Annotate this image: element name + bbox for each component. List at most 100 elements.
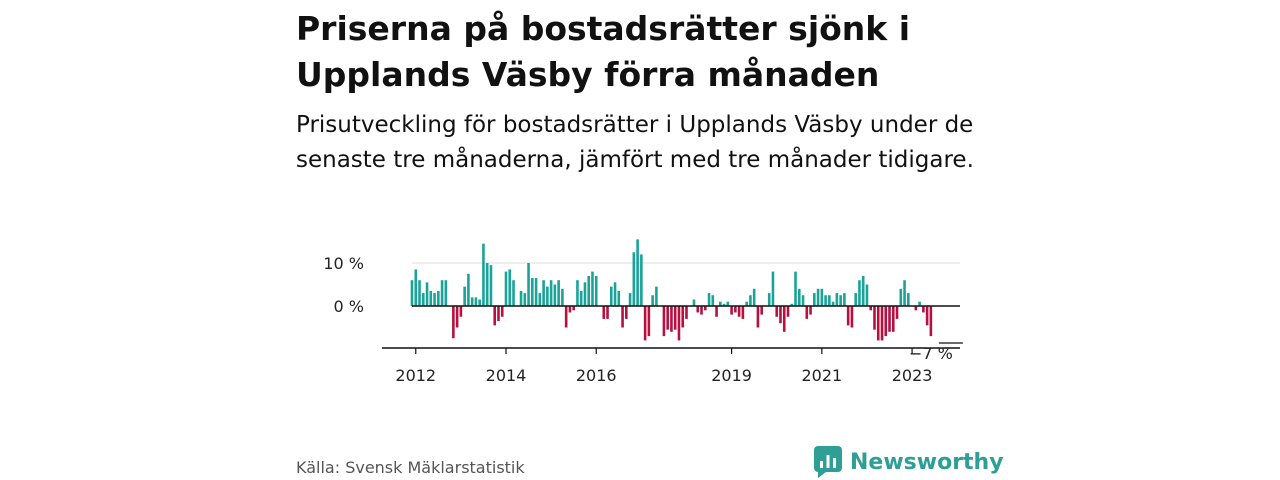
bar	[561, 288, 564, 306]
bar	[467, 273, 470, 306]
bar	[895, 306, 899, 319]
bar	[617, 290, 621, 306]
bar	[711, 295, 715, 306]
bar	[474, 297, 478, 306]
bar	[647, 306, 651, 337]
bar	[557, 280, 560, 306]
bar	[621, 306, 624, 328]
bar	[771, 271, 775, 306]
bar	[429, 290, 433, 306]
x-tick-label: 2016	[576, 366, 617, 385]
bar	[899, 288, 903, 306]
bar	[873, 306, 876, 330]
bar	[786, 306, 790, 317]
bar	[478, 299, 481, 306]
bar	[568, 306, 572, 313]
bar	[692, 299, 696, 306]
end-value-label: −7 %	[909, 344, 953, 363]
bar	[767, 293, 771, 306]
bar	[602, 306, 606, 319]
bar	[782, 306, 786, 332]
bar	[865, 284, 869, 306]
bar	[542, 280, 545, 306]
bar	[583, 282, 587, 306]
bar	[504, 271, 508, 306]
bar	[797, 288, 801, 306]
bar	[801, 295, 805, 306]
bar	[707, 293, 711, 306]
bar	[489, 265, 493, 306]
bar	[549, 280, 553, 306]
bar	[482, 243, 485, 306]
bar	[636, 239, 639, 306]
x-tick-label: 2019	[711, 366, 752, 385]
bar	[850, 306, 854, 328]
bar	[907, 293, 910, 306]
bar	[903, 280, 906, 306]
bar	[625, 306, 628, 319]
bar	[433, 293, 436, 306]
bar	[681, 306, 685, 328]
bar	[444, 280, 448, 306]
bar	[775, 306, 779, 317]
bar	[715, 306, 718, 317]
bar	[470, 297, 474, 306]
bar	[440, 280, 444, 306]
bar	[418, 280, 421, 306]
chart-subtitle: Prisutveckling för bostadsrätter i Uppla…	[296, 112, 974, 173]
bar	[534, 278, 538, 306]
chart-card: Priserna på bostadsrätter sjönk i Upplan…	[296, 0, 1004, 480]
bar	[779, 306, 782, 324]
bar	[809, 306, 812, 315]
bar	[756, 306, 760, 328]
bar	[655, 286, 658, 306]
bar	[925, 306, 929, 326]
bar	[497, 306, 500, 322]
bar	[726, 301, 730, 306]
bar	[531, 278, 534, 306]
x-tick-label: 2021	[801, 366, 842, 385]
bar	[425, 282, 429, 306]
bar	[643, 306, 647, 341]
bar	[640, 254, 643, 306]
bar	[734, 306, 737, 313]
bar	[839, 295, 842, 306]
bar	[805, 306, 809, 319]
bar	[527, 263, 530, 306]
bar	[828, 295, 831, 306]
bar	[876, 306, 880, 341]
bar	[888, 306, 891, 332]
bar	[666, 306, 669, 330]
bar	[576, 280, 579, 306]
bar	[538, 293, 542, 306]
bar	[816, 288, 820, 306]
newsworthy-logo-icon	[814, 446, 842, 478]
bar	[884, 306, 888, 337]
bars	[410, 239, 933, 341]
bar	[628, 293, 632, 306]
bar	[824, 295, 827, 306]
bar	[572, 306, 575, 311]
bar	[564, 306, 568, 328]
bar	[891, 306, 895, 332]
bar	[843, 293, 846, 306]
bar	[591, 271, 594, 306]
bar	[677, 306, 681, 341]
bar	[835, 293, 839, 306]
bar	[670, 306, 673, 332]
bar	[455, 306, 459, 328]
bar	[414, 269, 418, 306]
bar	[437, 290, 440, 306]
bar	[820, 288, 824, 306]
bar	[861, 275, 865, 306]
bar	[846, 306, 850, 326]
x-tick-label: 2012	[395, 366, 436, 385]
bar	[613, 282, 617, 306]
bar	[914, 306, 918, 311]
bar	[700, 306, 703, 315]
bar	[685, 306, 688, 319]
newsworthy-logo[interactable]: Newsworthy	[814, 446, 1004, 478]
bar	[696, 306, 700, 313]
bar	[869, 306, 873, 311]
bar	[673, 306, 677, 330]
